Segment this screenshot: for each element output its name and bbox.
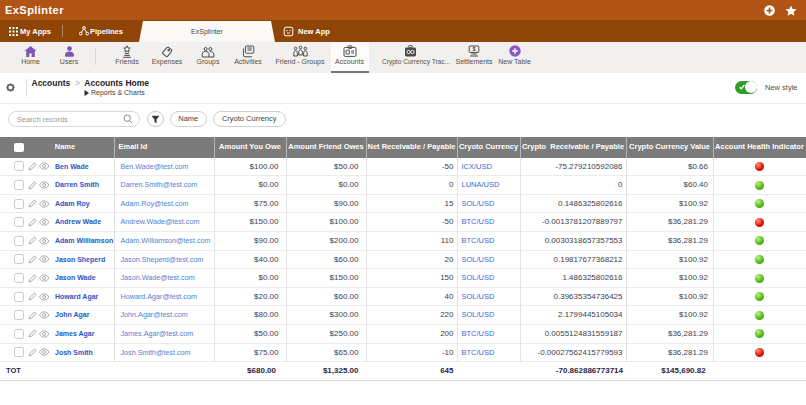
svg-text:$: $	[472, 46, 476, 52]
